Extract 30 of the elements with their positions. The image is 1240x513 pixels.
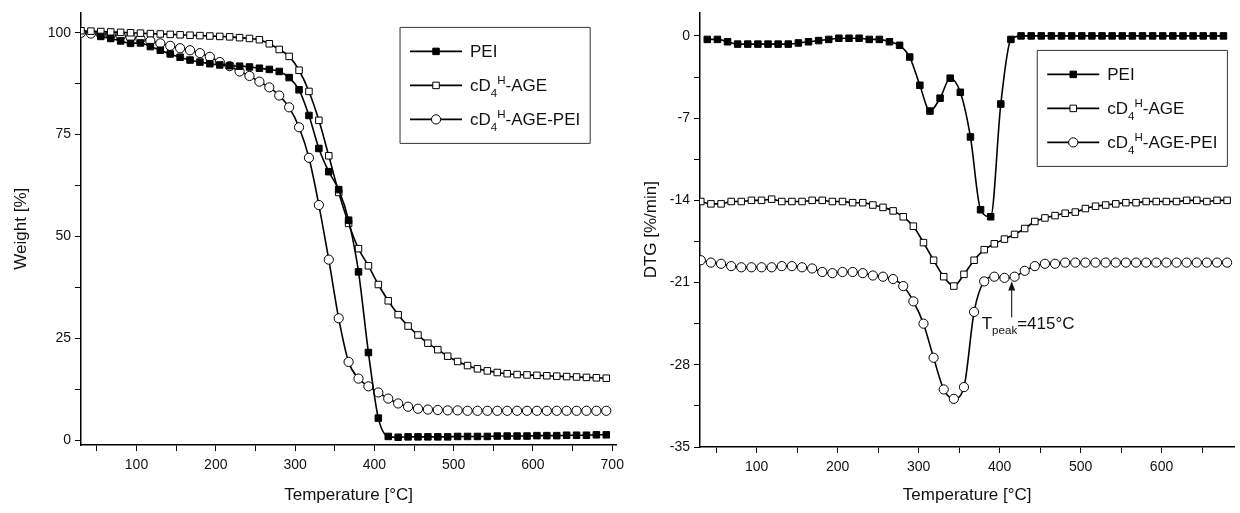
x-axis-title: Temperature [°C]	[902, 485, 1032, 504]
legend-label: PEI	[470, 42, 498, 62]
y-tick-label: 25	[55, 329, 72, 346]
x-tick-label: 600	[521, 456, 545, 473]
x-tick-label: 400	[987, 458, 1012, 475]
y-tick-label: 0	[682, 26, 691, 43]
y-tick-label: -21	[669, 273, 691, 290]
y-tick-label: -28	[669, 355, 691, 372]
x-tick-label: 300	[283, 456, 307, 473]
legend-label: PEI	[1107, 65, 1135, 85]
x-tick-label: 100	[124, 456, 149, 473]
x-tick-label: 100	[745, 458, 769, 475]
x-tick-label: 500	[441, 456, 466, 473]
y-axis-title: DTG [%/min]	[641, 181, 660, 279]
y-tick-label: -7	[677, 108, 691, 125]
y-tick-label: -35	[669, 437, 691, 454]
x-tick-label: 300	[906, 458, 931, 475]
y-tick-label: 100	[47, 23, 72, 40]
y-tick-label: -14	[669, 191, 691, 208]
x-tick-label: 600	[1149, 458, 1174, 475]
x-tick-label: 500	[1068, 458, 1093, 475]
x-axis-title: Temperature [°C]	[284, 485, 413, 504]
x-tick-label: 200	[204, 456, 228, 473]
y-tick-label: 0	[63, 430, 72, 447]
x-tick-label: 700	[600, 456, 625, 473]
y-tick-label: 75	[55, 125, 72, 142]
y-tick-label: 50	[55, 227, 72, 244]
y-axis-title: Weight [%]	[11, 187, 30, 270]
x-tick-label: 400	[362, 456, 387, 473]
x-tick-label: 200	[825, 458, 850, 475]
